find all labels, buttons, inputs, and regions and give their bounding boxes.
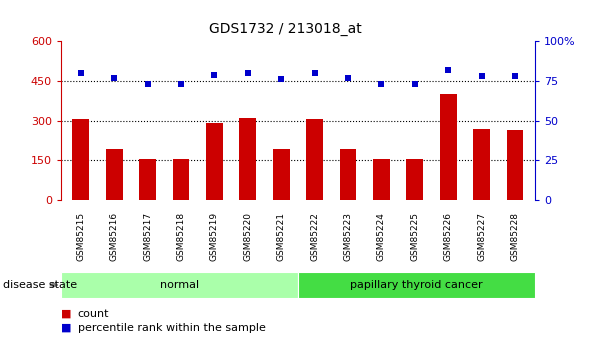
Point bbox=[309, 70, 319, 76]
Bar bbox=[106, 148, 123, 200]
Text: normal: normal bbox=[160, 280, 199, 290]
Bar bbox=[273, 148, 289, 200]
Text: GSM85217: GSM85217 bbox=[143, 212, 152, 261]
Text: GSM85224: GSM85224 bbox=[377, 212, 386, 261]
Bar bbox=[506, 130, 523, 200]
Text: GSM85216: GSM85216 bbox=[109, 212, 119, 261]
Text: GSM85221: GSM85221 bbox=[277, 212, 286, 261]
Text: GSM85226: GSM85226 bbox=[444, 212, 453, 261]
Point bbox=[109, 75, 119, 81]
Bar bbox=[72, 119, 89, 200]
Bar bbox=[61, 272, 298, 298]
Point bbox=[143, 81, 153, 87]
Text: GSM85218: GSM85218 bbox=[176, 212, 185, 261]
Text: GSM85215: GSM85215 bbox=[77, 212, 85, 261]
Point bbox=[443, 67, 453, 73]
Text: ■: ■ bbox=[61, 309, 71, 319]
Text: GSM85219: GSM85219 bbox=[210, 212, 219, 261]
Bar bbox=[373, 159, 390, 200]
Point bbox=[477, 73, 486, 79]
Bar bbox=[206, 124, 223, 200]
Bar bbox=[298, 272, 535, 298]
Text: count: count bbox=[78, 309, 109, 319]
Text: GSM85222: GSM85222 bbox=[310, 212, 319, 261]
Bar bbox=[340, 148, 356, 200]
Bar bbox=[173, 159, 189, 200]
Text: GSM85225: GSM85225 bbox=[410, 212, 420, 261]
Text: papillary thyroid cancer: papillary thyroid cancer bbox=[350, 280, 483, 290]
Text: ■: ■ bbox=[61, 323, 71, 333]
Text: GDS1732 / 213018_at: GDS1732 / 213018_at bbox=[209, 22, 362, 37]
Bar bbox=[240, 118, 256, 200]
Bar bbox=[139, 159, 156, 200]
Text: disease state: disease state bbox=[3, 280, 77, 290]
Point bbox=[376, 81, 386, 87]
Bar bbox=[440, 94, 457, 200]
Point bbox=[76, 70, 86, 76]
Point bbox=[410, 81, 420, 87]
Text: GSM85220: GSM85220 bbox=[243, 212, 252, 261]
Bar bbox=[473, 129, 490, 200]
Text: GSM85227: GSM85227 bbox=[477, 212, 486, 261]
Text: GSM85223: GSM85223 bbox=[344, 212, 353, 261]
Bar bbox=[407, 159, 423, 200]
Point bbox=[243, 70, 253, 76]
Text: GSM85228: GSM85228 bbox=[511, 212, 519, 261]
Point bbox=[510, 73, 520, 79]
Point bbox=[176, 81, 186, 87]
Bar bbox=[306, 119, 323, 200]
Point bbox=[210, 72, 219, 78]
Text: percentile rank within the sample: percentile rank within the sample bbox=[78, 323, 266, 333]
Point bbox=[343, 75, 353, 81]
Point bbox=[277, 77, 286, 82]
